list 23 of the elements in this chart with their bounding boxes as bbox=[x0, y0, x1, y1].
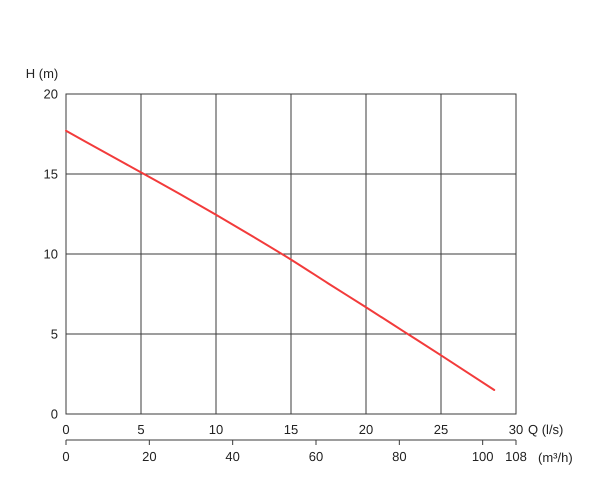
x-tick-label: 25 bbox=[434, 422, 448, 437]
y-tick-label: 5 bbox=[50, 326, 58, 342]
x2-tick-label: 60 bbox=[308, 449, 324, 464]
x-tick-label: 30 bbox=[508, 422, 524, 437]
x-tick-label: 0 bbox=[62, 422, 70, 437]
line-series bbox=[65, 130, 496, 391]
x2-tick-label: 40 bbox=[225, 449, 240, 464]
x2-axis-title: (m³/h) bbox=[538, 450, 573, 465]
y-tick-label: 10 bbox=[44, 246, 58, 262]
x2-tick-label: 80 bbox=[392, 449, 407, 464]
x-tick-label: 15 bbox=[284, 422, 298, 437]
x-tick-label: 5 bbox=[137, 422, 145, 437]
x-tick-label: 10 bbox=[208, 422, 224, 437]
x2-tick-label: 108 bbox=[505, 449, 527, 464]
x-tick-label: 20 bbox=[358, 422, 374, 437]
y-tick-label: 15 bbox=[44, 166, 58, 182]
y-tick-label: 0 bbox=[50, 406, 58, 422]
x2-tick-label: 100 bbox=[472, 449, 494, 464]
y-tick-label: 20 bbox=[44, 86, 58, 102]
x2-tick-label: 20 bbox=[142, 449, 157, 464]
y-axis-title: H (m) bbox=[26, 66, 58, 81]
x-axis-title: Q (l/s) bbox=[528, 422, 564, 437]
x2-tick-label: 0 bbox=[62, 449, 70, 464]
